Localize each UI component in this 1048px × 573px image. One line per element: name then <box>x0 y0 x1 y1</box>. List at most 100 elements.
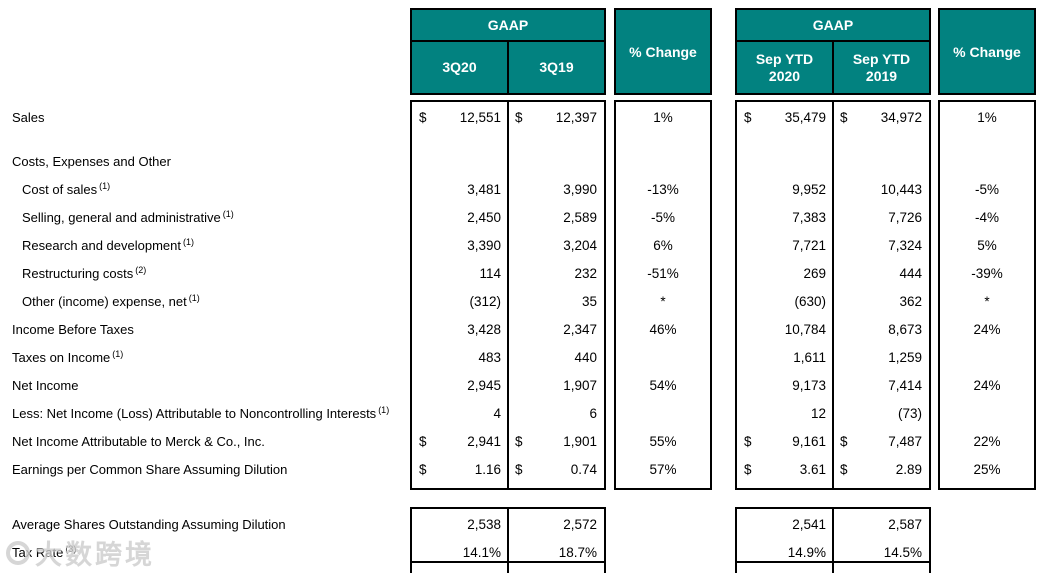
amount-value: 1.16 <box>474 462 501 477</box>
amount-value: 34,972 <box>880 110 922 125</box>
amount-value: 483 <box>478 350 501 365</box>
amount-value: 4 <box>493 406 501 421</box>
amount-value: 114 <box>479 266 501 281</box>
amount-row: 3,481 3,990 <box>412 176 604 204</box>
amount-row: (312) 35 <box>412 288 604 316</box>
amount-cell: 114 <box>412 260 508 288</box>
currency-symbol: $ <box>744 462 752 477</box>
amount-cell: 1,611 <box>737 344 833 372</box>
amount-cell: 14.5% <box>833 539 929 567</box>
pct-change-value: -5% <box>974 182 999 197</box>
amount-row: 3,390 3,204 <box>412 232 604 260</box>
amount-cell: 7,726 <box>833 204 929 232</box>
amount-value: 8,673 <box>888 322 922 337</box>
header-gaap-title: GAAP <box>737 10 929 42</box>
amount-value: (312) <box>469 294 501 309</box>
amount-cell: 3,204 <box>508 232 604 260</box>
amount-cell: 7,721 <box>737 232 833 260</box>
amount-cell <box>412 148 508 176</box>
amount-value: 444 <box>899 266 922 281</box>
column-divider <box>507 102 509 488</box>
pct-change-cell <box>616 148 710 176</box>
amount-cell <box>508 148 604 176</box>
amount-cell: 3,390 <box>412 232 508 260</box>
amount-cell: 7,414 <box>833 372 929 400</box>
values-box-quarter: $12,551 $12,397 3,481 3,990 2,450 2,589 3,390 3… <box>410 100 606 490</box>
amount-value: 9,173 <box>792 378 826 393</box>
amount-cell: $34,972 <box>833 104 929 132</box>
footnote-ref: (3) <box>65 543 77 554</box>
label-text: Less: Net Income (Loss) Attributable to … <box>12 406 377 421</box>
amount-row: 9,173 7,414 <box>737 372 929 400</box>
amount-row <box>737 148 929 176</box>
amount-value: 2.89 <box>895 462 922 477</box>
header-pct-change-label: % Change <box>629 43 697 60</box>
amount-cell: 3,428 <box>412 316 508 344</box>
pct-change-value: * <box>660 294 666 309</box>
pct-change-cell: 6% <box>616 232 710 260</box>
amount-value: 35 <box>581 294 597 309</box>
amount-row: 269 444 <box>737 260 929 288</box>
amount-row: $2,941 $1,901 <box>412 428 604 456</box>
amount-row: 2,450 2,589 <box>412 204 604 232</box>
amount-value: 2,941 <box>467 434 501 449</box>
amount-cell: (630) <box>737 288 833 316</box>
amount-cell <box>737 148 833 176</box>
amount-cell: $35,479 <box>737 104 833 132</box>
amount-value: 269 <box>803 266 826 281</box>
amount-value: 9,952 <box>792 182 826 197</box>
column-divider <box>832 509 834 561</box>
pct-change-value: 24% <box>973 322 1001 337</box>
amount-cell: 2,945 <box>412 372 508 400</box>
amount-value: 9,161 <box>792 434 826 449</box>
row-label: Restructuring costs (2) <box>12 260 408 288</box>
amount-row: 7,383 7,726 <box>737 204 929 232</box>
amount-cell: 14.9% <box>737 539 833 567</box>
row-label-column: Sales Costs, Expenses and Other Cost of sa… <box>12 100 408 484</box>
amount-value: 362 <box>899 294 922 309</box>
header-pct-change-quarter: % Change <box>614 8 712 95</box>
amount-value: 12 <box>810 406 826 421</box>
pct-change-cell: -51% <box>616 260 710 288</box>
amount-value: 7,487 <box>888 434 922 449</box>
amount-value: 0.74 <box>570 462 597 477</box>
amount-cell: 269 <box>737 260 833 288</box>
amount-row: 2,538 2,572 <box>412 511 604 539</box>
row-label: Sales <box>12 104 408 132</box>
pct-change-cell: 22% <box>940 428 1034 456</box>
pct-change-box-ytd: 1% -5% -4% 5% -39% * 24% 24% 22% 25% <box>938 100 1036 490</box>
label-text: Cost of sales <box>22 182 98 197</box>
currency-symbol: $ <box>744 434 752 449</box>
footnote-ref: (1) <box>183 236 194 247</box>
amount-value: 3,428 <box>467 322 501 337</box>
amount-row: 14.1% 18.7% <box>412 539 604 567</box>
pct-change-cell: 46% <box>616 316 710 344</box>
currency-symbol: $ <box>840 434 848 449</box>
amount-row: $1.16 $0.74 <box>412 456 604 484</box>
label-text: Sales <box>12 110 45 125</box>
amount-cell: $2.89 <box>833 456 929 484</box>
amount-row: 483 440 <box>412 344 604 372</box>
amount-value: 3,390 <box>467 238 501 253</box>
pct-change-cell: 57% <box>616 456 710 484</box>
amount-cell: 362 <box>833 288 929 316</box>
label-text: Net Income <box>12 378 79 393</box>
label-text: Selling, general and administrative <box>22 210 221 225</box>
pct-change-value: 5% <box>977 238 997 253</box>
amount-value: 12,551 <box>459 110 501 125</box>
amount-row: 1,611 1,259 <box>737 344 929 372</box>
pct-change-value: -13% <box>647 182 679 197</box>
label-text: Income Before Taxes <box>12 322 134 337</box>
footnote-ref: (1) <box>112 348 124 359</box>
amount-value: (630) <box>794 294 826 309</box>
amount-value: 232 <box>574 266 597 281</box>
amount-value: (73) <box>897 406 922 421</box>
amount-cell: 1,907 <box>508 372 604 400</box>
currency-symbol: $ <box>419 462 427 477</box>
header-quarter-columns: 3Q20 3Q19 <box>412 42 604 93</box>
table-border-stub <box>410 561 412 573</box>
amount-value: 3,204 <box>563 238 597 253</box>
currency-symbol: $ <box>840 110 848 125</box>
amount-cell: 6 <box>508 400 604 428</box>
footnote-ref: (1) <box>99 180 111 191</box>
